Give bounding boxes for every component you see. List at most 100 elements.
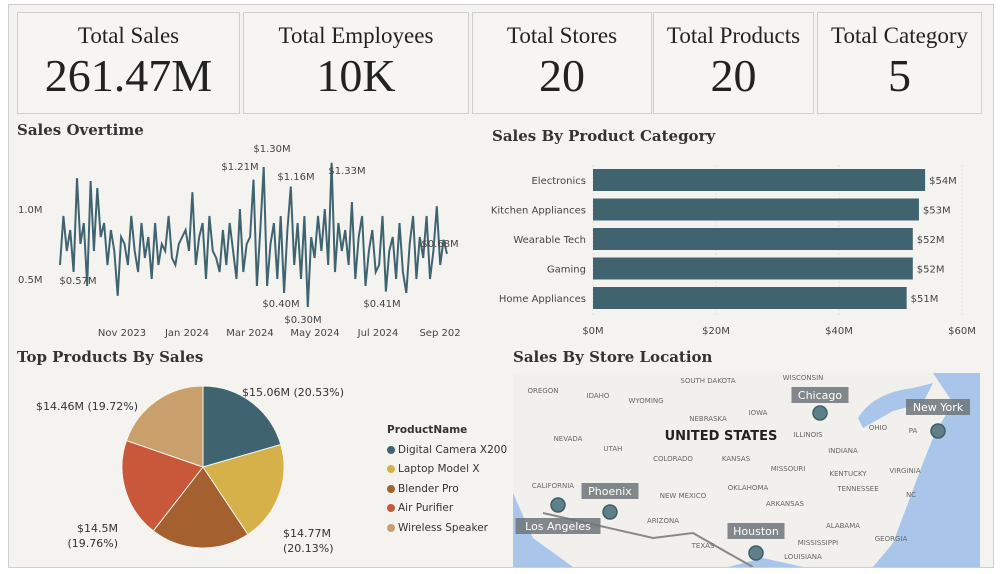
x-tick-label: Jan 2024 bbox=[164, 328, 209, 339]
legend-title: ProductName bbox=[387, 424, 468, 436]
state-label: KENTUCKY bbox=[829, 470, 867, 478]
data-label: $0.57M bbox=[59, 276, 96, 287]
pie-slice bbox=[152, 466, 249, 549]
state-label: MISSOURI bbox=[771, 465, 806, 473]
state-label: WISCONSIN bbox=[783, 374, 824, 382]
state-label: ILLINOIS bbox=[793, 431, 823, 439]
legend-label: Wireless Speaker bbox=[398, 521, 488, 534]
city-label: New York bbox=[913, 401, 964, 414]
kpi-value: 261.47M bbox=[44, 50, 213, 101]
city-label-box bbox=[515, 518, 601, 534]
legend-item[interactable]: Digital Camera X200 bbox=[387, 440, 507, 460]
category-bar-chart: $0M $20M $40M $60M Electronics $54M Kitchen Ap… bbox=[491, 165, 976, 337]
data-label: $0.40M bbox=[262, 299, 299, 310]
kpi-total-stores: Total Stores 20 bbox=[472, 12, 652, 114]
state-label: TENNESSEE bbox=[836, 485, 878, 493]
city-marker[interactable] bbox=[602, 504, 618, 520]
state-label: SOUTH DAKOTA bbox=[680, 377, 735, 385]
city-marker[interactable] bbox=[550, 497, 566, 513]
bar-value-label: $52M bbox=[917, 235, 945, 246]
state-label: OKLAHOMA bbox=[728, 484, 769, 492]
pie-legend: ProductName Digital Camera X200 Laptop Mo… bbox=[387, 424, 507, 538]
pie-slice bbox=[125, 385, 204, 468]
x-tick-label: Jul 2024 bbox=[357, 328, 399, 339]
x-tick-label: Sep 202 bbox=[419, 328, 460, 339]
x-tick-label: $20M bbox=[702, 326, 730, 337]
data-label: $0.41M bbox=[363, 299, 400, 310]
state-label: LOUISIANA bbox=[784, 553, 822, 561]
country-label: UNITED STATES bbox=[665, 429, 778, 444]
kpi-label: Total Employees bbox=[278, 23, 434, 48]
city-marker[interactable] bbox=[930, 423, 946, 439]
state-label: VIRGINIA bbox=[889, 467, 921, 475]
bar-value-label: $53M bbox=[923, 206, 951, 217]
legend-item[interactable]: Air Purifier bbox=[387, 499, 507, 519]
kpi-total-sales: Total Sales 261.47M bbox=[17, 12, 240, 114]
state-label: UTAH bbox=[604, 445, 623, 453]
kpi-value: 10K bbox=[316, 50, 396, 101]
sales-overtime-chart: 0.5M 1.0M Nov 2023 Jan 2024 Mar 2024 May 2024… bbox=[18, 144, 461, 339]
state-label: PA bbox=[909, 427, 918, 435]
city-label: Chicago bbox=[798, 389, 842, 402]
kpi-value: 5 bbox=[888, 50, 911, 101]
pie-label-air-purifier: $14.5M (19.76%) bbox=[67, 522, 118, 550]
bar-value-label: $54M bbox=[929, 176, 957, 187]
city-label-box bbox=[581, 483, 639, 499]
data-label: $1.30M bbox=[253, 144, 290, 155]
city-label-box bbox=[791, 387, 849, 403]
kpi-label: Total Products bbox=[666, 23, 801, 48]
state-label: NEW MEXICO bbox=[660, 492, 707, 500]
city-label-box bbox=[906, 399, 970, 415]
state-label: OHIO bbox=[869, 424, 888, 432]
state-label: ARIZONA bbox=[647, 517, 679, 525]
bar bbox=[593, 198, 919, 221]
x-tick-label: May 2024 bbox=[290, 328, 339, 339]
legend-label: Laptop Model X bbox=[398, 463, 480, 476]
category-label: Gaming bbox=[547, 265, 586, 276]
pie-slice bbox=[202, 443, 285, 536]
pie-chart-title: Top Products By Sales bbox=[17, 348, 204, 366]
city-label-box bbox=[727, 523, 785, 539]
legend-item[interactable]: Wireless Speaker bbox=[387, 518, 507, 538]
legend-swatch-icon bbox=[387, 504, 395, 513]
data-label: $0.68M bbox=[421, 239, 458, 250]
bar-value-label: $51M bbox=[911, 294, 939, 305]
state-label: ARKANSAS bbox=[766, 500, 805, 508]
state-label: NC bbox=[906, 491, 916, 499]
legend-item[interactable]: Blender Pro bbox=[387, 479, 507, 499]
state-label: IDAHO bbox=[587, 392, 610, 400]
x-tick-label: $0M bbox=[582, 326, 603, 337]
legend-item[interactable]: Laptop Model X bbox=[387, 460, 507, 480]
pie-slice bbox=[121, 439, 204, 532]
kpi-label: Total Stores bbox=[506, 23, 618, 48]
legend-swatch-icon bbox=[387, 445, 395, 454]
city-label: Houston bbox=[733, 525, 779, 538]
kpi-label: Total Category bbox=[831, 23, 968, 48]
state-label: ALABAMA bbox=[826, 522, 860, 530]
kpi-value: 20 bbox=[539, 50, 585, 101]
land bbox=[513, 373, 953, 567]
city-label: Los Angeles bbox=[525, 520, 591, 533]
store-location-map[interactable]: OREGON IDAHO WYOMING SOUTH DAKOTA WISCONSIN I… bbox=[513, 373, 980, 567]
category-label: Wearable Tech bbox=[513, 235, 586, 246]
state-label: NEVADA bbox=[554, 435, 583, 443]
kpi-total-category: Total Category 5 bbox=[817, 12, 982, 114]
y-tick-label: 1.0M bbox=[18, 205, 43, 216]
state-label: TEXAS bbox=[691, 542, 715, 550]
city-marker[interactable] bbox=[812, 405, 828, 421]
pie-label-wireless-speaker: $14.46M (19.72%) bbox=[35, 400, 138, 413]
great-lakes bbox=[858, 383, 933, 428]
map-title: Sales By Store Location bbox=[513, 348, 713, 366]
pie-label-digital-camera: $15.06M (20.53%) bbox=[242, 386, 345, 399]
kpi-total-employees: Total Employees 10K bbox=[243, 12, 469, 114]
data-label: $1.33M bbox=[328, 166, 365, 177]
state-label: CALIFORNIA bbox=[532, 482, 574, 490]
kpi-label: Total Sales bbox=[77, 23, 180, 48]
state-label: COLORADO bbox=[653, 455, 693, 463]
bar bbox=[593, 287, 907, 309]
legend-label: Digital Camera X200 bbox=[398, 443, 508, 456]
x-tick-label: $60M bbox=[948, 326, 976, 337]
x-tick-label: Mar 2024 bbox=[226, 328, 274, 339]
pie-label-laptop: $14.77M (20.13%) bbox=[283, 527, 334, 555]
city-marker[interactable] bbox=[748, 545, 764, 561]
